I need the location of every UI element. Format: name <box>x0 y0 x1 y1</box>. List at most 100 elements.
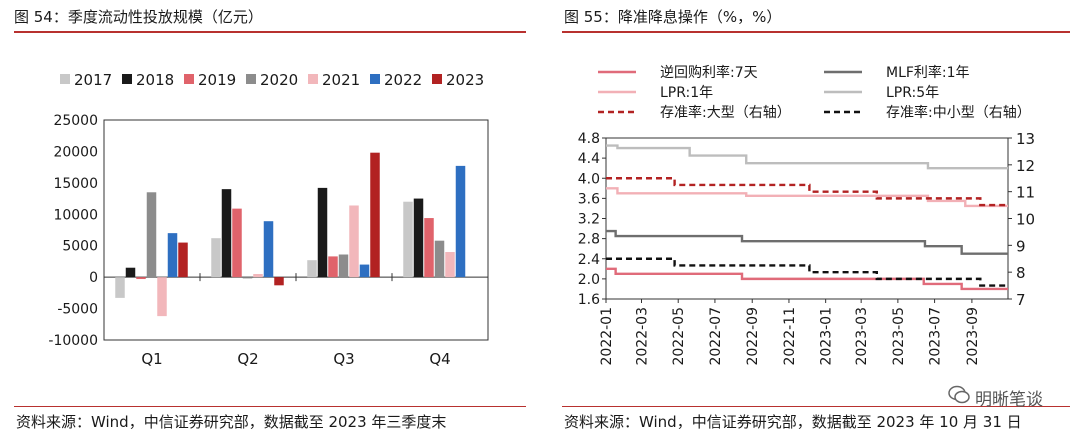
legend-swatch <box>246 74 256 84</box>
legend-label: 2020 <box>260 71 298 89</box>
bar <box>317 187 328 278</box>
y-tick-label: 0 <box>89 270 98 286</box>
x-tick-label: 2023-09 <box>965 307 981 366</box>
liquidity-bar-chart: -10000 -5000 0 5000 10000 15000 20000 25000 Q1 Q2… <box>48 71 489 368</box>
right-y-tick-label: 12 <box>1016 157 1035 175</box>
legend-swatch <box>122 74 132 84</box>
bar <box>221 189 232 278</box>
bar <box>146 192 157 278</box>
x-tick-label: 2022-05 <box>671 307 687 366</box>
series-line <box>606 267 1008 291</box>
watermark-text: 明晰笔谈 <box>975 390 1043 410</box>
left-y-tick-label: 2.4 <box>578 252 600 268</box>
bar <box>359 264 370 278</box>
bar <box>307 260 317 278</box>
y-tick-label: 20000 <box>53 144 98 160</box>
legend-label: 2019 <box>198 71 236 89</box>
bar <box>157 277 167 317</box>
x-tick-label: 2023-07 <box>928 307 944 366</box>
bar <box>125 267 136 278</box>
right-y-tick-label: 10 <box>1016 211 1035 229</box>
left-y-tick-label: 2.8 <box>578 232 600 248</box>
y-tick-label: 5000 <box>62 239 98 255</box>
series-line <box>606 257 1008 287</box>
bar <box>115 277 125 298</box>
x-tick-label: 2023-01 <box>819 307 835 366</box>
y-tick-label: 15000 <box>53 176 98 192</box>
x-tick-label: 2023-05 <box>891 307 907 366</box>
series-line <box>606 144 1008 170</box>
bar <box>455 165 466 278</box>
right-y-tick-label: 7 <box>1016 291 1026 309</box>
right-y-tick-label: 13 <box>1016 130 1035 148</box>
legend-swatch <box>308 74 318 84</box>
x-tick-label: Q2 <box>237 350 258 368</box>
left-chart-title: 图 54：季度流动性投放规模（亿元） <box>14 8 263 26</box>
legend-swatch <box>432 74 442 84</box>
bar <box>434 240 445 278</box>
bar <box>403 201 413 278</box>
right-y-tick-label: 9 <box>1016 237 1026 255</box>
plot-frame <box>103 119 489 341</box>
left-y-tick-label: 4.8 <box>578 131 600 147</box>
bar <box>349 205 359 278</box>
legend-swatch <box>184 74 194 84</box>
x-tick-label: 2022-07 <box>708 307 724 366</box>
right-source-rule <box>562 406 1070 407</box>
legend-label: MLF利率:1年 <box>886 64 970 81</box>
right-y-tick-label: 11 <box>1016 184 1035 202</box>
series-line <box>606 177 1008 207</box>
legend-label: 2018 <box>136 71 174 89</box>
left-y-tick-label: 2.0 <box>578 272 600 288</box>
x-tick-label: 2022-11 <box>782 307 798 366</box>
series-line <box>606 187 1008 208</box>
bar <box>413 198 424 278</box>
x-tick-label: Q1 <box>141 350 162 368</box>
bar <box>370 152 380 278</box>
bar <box>263 221 274 278</box>
x-tick-label: Q4 <box>429 350 450 368</box>
x-tick-label: 2022-03 <box>635 307 651 366</box>
legend-label: LPR:1年 <box>660 85 713 101</box>
x-tick-label: Q3 <box>333 350 354 368</box>
legend-label: 2017 <box>74 71 112 89</box>
x-tick-label: 2022-09 <box>745 307 761 366</box>
bar <box>242 277 253 279</box>
right-source-note: 资料来源：Wind，中信证券研究部，数据截至 2023 年 10 月 31 日 <box>564 413 1022 431</box>
bar <box>211 238 221 278</box>
bar <box>178 242 188 278</box>
bar <box>445 252 455 278</box>
wechat-icon <box>948 385 970 404</box>
legend-label: 2021 <box>322 71 360 89</box>
legend-label: 存准率:中小型（右轴） <box>886 104 1031 121</box>
bar <box>424 218 434 278</box>
y-tick-label: -10000 <box>48 333 98 349</box>
bar <box>338 254 349 278</box>
bar <box>253 274 263 278</box>
legend-label: 逆回购利率:7天 <box>660 64 758 81</box>
y-tick-label: -5000 <box>57 302 98 318</box>
y-tick-label: 10000 <box>53 207 98 223</box>
bar <box>274 277 284 286</box>
y-tick-label: 25000 <box>53 113 98 129</box>
right-title-rule <box>562 31 1070 33</box>
x-tick-label: 2022-01 <box>599 307 615 366</box>
legend-swatch <box>60 74 70 84</box>
left-y-tick-label: 3.2 <box>578 212 600 228</box>
bar <box>328 256 338 278</box>
legend-label: 2022 <box>384 71 422 89</box>
left-y-tick-label: 4.0 <box>578 171 600 187</box>
legend-label: 存准率:大型（右轴） <box>660 104 791 121</box>
legend-swatch <box>370 74 380 84</box>
bar <box>167 233 178 278</box>
legend-label: 2023 <box>446 71 484 89</box>
left-source-rule <box>14 406 526 407</box>
legend-label: LPR:5年 <box>886 85 939 101</box>
left-title-rule <box>14 31 526 33</box>
left-y-tick-label: 3.6 <box>578 191 600 207</box>
bar <box>136 277 146 280</box>
right-y-tick-label: 8 <box>1016 264 1026 282</box>
left-source-note: 资料来源：Wind，中信证券研究部，数据截至 2023 年三季度末 <box>16 413 447 431</box>
bar <box>232 208 242 278</box>
